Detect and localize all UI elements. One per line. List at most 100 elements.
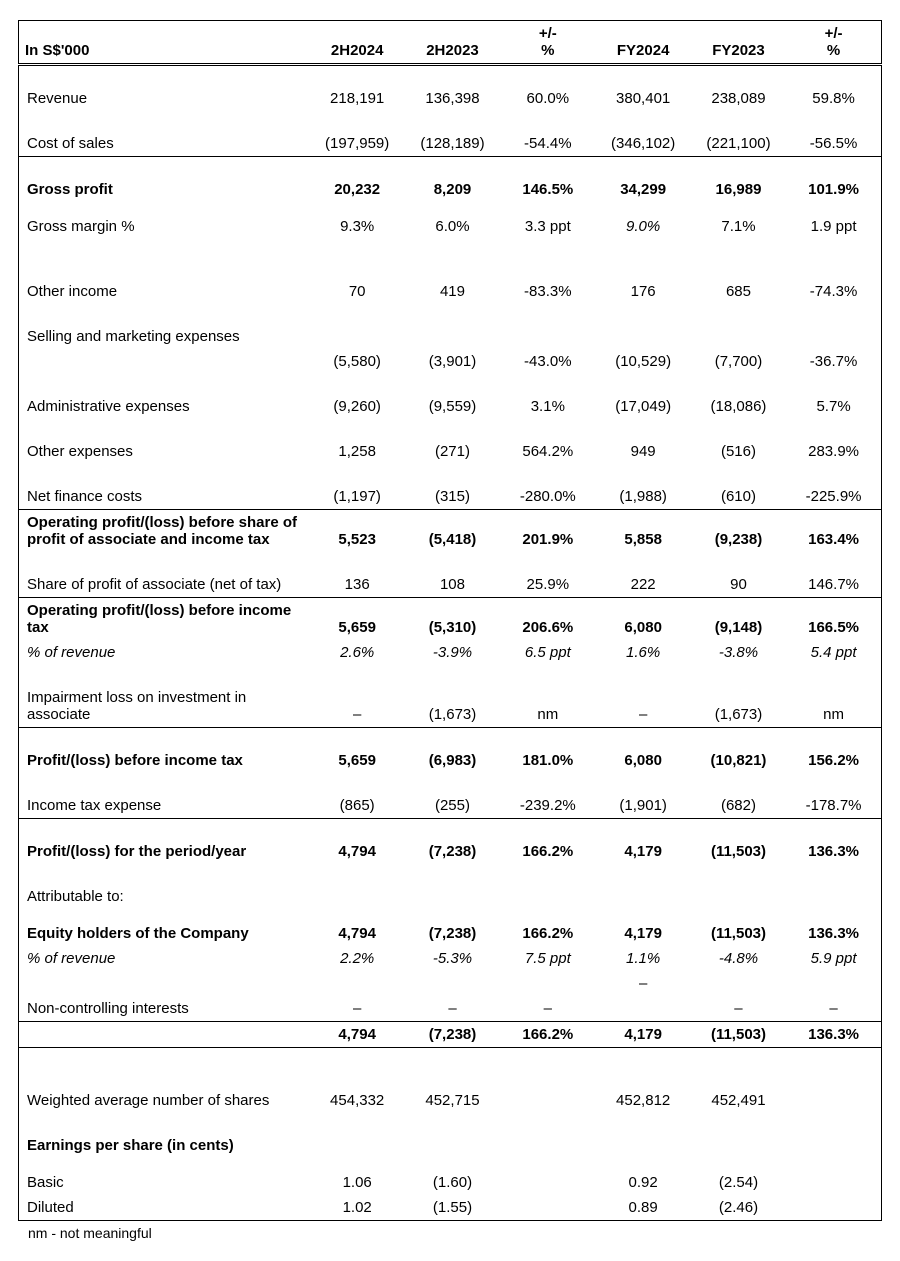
cell: (1.55) [405,1195,500,1221]
cell [786,1133,881,1158]
row-label: Cost of sales [19,131,310,157]
cell: (5,418) [405,510,500,553]
cell: 6.5 ppt [500,640,595,665]
cell: (2.54) [691,1170,786,1195]
cell: 5,858 [595,510,690,553]
cell [786,884,881,909]
cell: 4,794 [310,1022,405,1048]
table-row: Cost of sales(197,959)(128,189)-54.4%(34… [19,131,882,157]
table-row: Revenue218,191136,39860.0%380,401238,089… [19,86,882,111]
cell: (221,100) [691,131,786,157]
cell: 6,080 [595,748,690,773]
row-label: Earnings per share (in cents) [19,1133,310,1158]
row-label: Profit/(loss) before income tax [19,748,310,773]
cell: 6,080 [595,598,690,641]
row-label: Equity holders of the Company [19,921,310,946]
cell: (271) [405,439,500,464]
cell: (17,049) [595,394,690,419]
cell: 108 [405,572,500,598]
row-label: Operating profit/(loss) before income ta… [19,598,310,641]
table-row: Income tax expense(865)(255)-239.2%(1,90… [19,793,882,819]
cell: – [310,685,405,728]
cell: -239.2% [500,793,595,819]
cell [595,1133,690,1158]
cell: – [310,996,405,1022]
cell: 2.2% [310,946,405,971]
cell: – [500,996,595,1022]
table-row [19,1068,882,1088]
cell: 283.9% [786,439,881,464]
cell: 146.5% [500,177,595,202]
cell: 218,191 [310,86,405,111]
table-row: % of revenue2.6%-3.9%6.5 ppt1.6%-3.8%5.4… [19,640,882,665]
cell [595,884,690,909]
table-row: 4,794(7,238)166.2%4,179(11,503)136.3% [19,1022,882,1048]
cell: 1.06 [310,1170,405,1195]
cell [310,1133,405,1158]
cell: (346,102) [595,131,690,157]
cell: 4,179 [595,839,690,864]
cell [310,971,405,996]
cell: – [691,996,786,1022]
cell [500,324,595,349]
cell: 4,794 [310,921,405,946]
table-row: Gross profit20,2328,209146.5%34,29916,98… [19,177,882,202]
cell: 564.2% [500,439,595,464]
cell: (1,988) [595,484,690,510]
table-row: Share of profit of associate (net of tax… [19,572,882,598]
cell [595,996,690,1022]
cell: – [595,971,690,996]
cell: 166.2% [500,921,595,946]
table-row [19,552,882,572]
cell: -178.7% [786,793,881,819]
table-row [19,419,882,439]
cell: 136.3% [786,921,881,946]
cell: 176 [595,279,690,304]
cell: (11,503) [691,1022,786,1048]
cell: nm [500,685,595,728]
cell [405,1133,500,1158]
cell: (315) [405,484,500,510]
cell: (5,310) [405,598,500,641]
cell [500,1133,595,1158]
table-row: Non-controlling interests––––– [19,996,882,1022]
cell: 101.9% [786,177,881,202]
table-header: In S$'000 2H2024 2H2023 +/-% FY2024 FY20… [19,21,882,65]
cell: 70 [310,279,405,304]
cell: 163.4% [786,510,881,553]
row-label [19,971,310,996]
row-label: % of revenue [19,640,310,665]
header-col-3: FY2024 [595,21,690,65]
table-row: Profit/(loss) for the period/year4,794(7… [19,839,882,864]
row-label: Selling and marketing expenses [19,324,310,349]
header-col-5: +/-% [786,21,881,65]
cell: (610) [691,484,786,510]
row-label: Profit/(loss) for the period/year [19,839,310,864]
table-row: Administrative expenses(9,260)(9,559)3.1… [19,394,882,419]
cell: (7,238) [405,839,500,864]
cell: 166.5% [786,598,881,641]
cell: 16,989 [691,177,786,202]
table-row [19,1158,882,1170]
table-row: Weighted average number of shares454,332… [19,1088,882,1113]
cell: (1,673) [691,685,786,728]
cell: (1.60) [405,1170,500,1195]
cell: (682) [691,793,786,819]
table-row [19,909,882,921]
table-row [19,464,882,484]
table-row: Basic1.06(1.60)0.92(2.54) [19,1170,882,1195]
table-row [19,728,882,749]
cell: 1.02 [310,1195,405,1221]
cell [595,324,690,349]
cell [500,884,595,909]
cell: (1,901) [595,793,690,819]
cell [500,1170,595,1195]
cell [786,1170,881,1195]
cell: 5.4 ppt [786,640,881,665]
row-label [19,1022,310,1048]
cell: – [405,996,500,1022]
cell [405,971,500,996]
cell [691,884,786,909]
table-row: Operating profit/(loss) before share of … [19,510,882,553]
cell: (9,260) [310,394,405,419]
